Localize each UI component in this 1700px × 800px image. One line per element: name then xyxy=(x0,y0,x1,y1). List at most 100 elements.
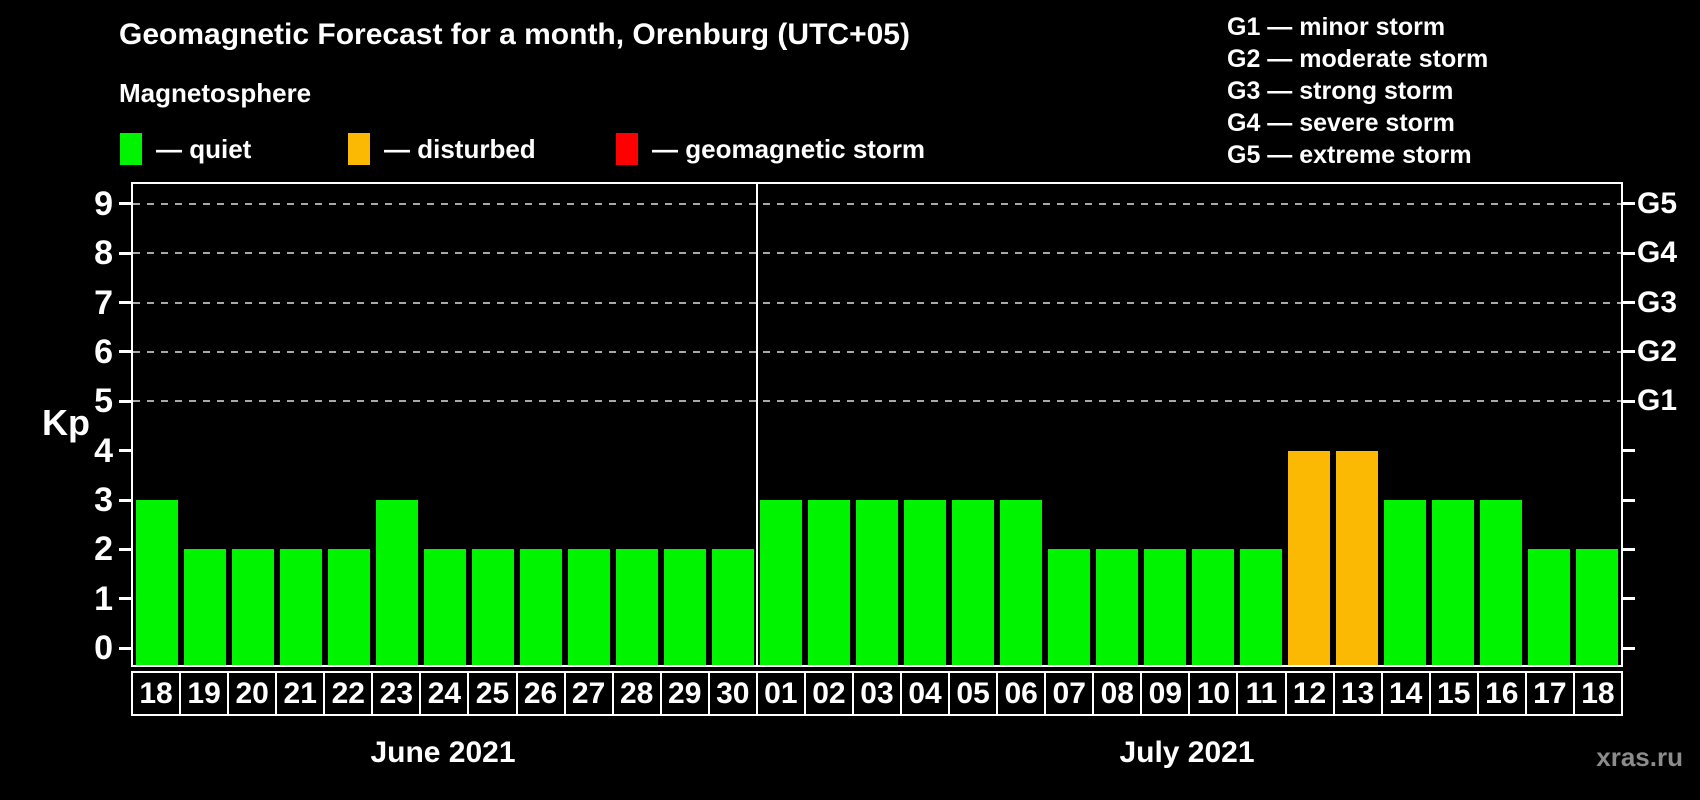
g-legend-line: G3 — strong storm xyxy=(1227,77,1454,105)
kp-bar xyxy=(376,500,418,665)
day-label: 06 xyxy=(996,671,1047,716)
day-label: 17 xyxy=(1524,671,1575,716)
day-label: 16 xyxy=(1476,671,1527,716)
day-label: 09 xyxy=(1140,671,1191,716)
g-legend-line: G2 — moderate storm xyxy=(1227,45,1489,73)
watermark: xras.ru xyxy=(1596,742,1683,772)
plot-area: 0 1 2 3 4 5 6 7 8 9 G1 G2 G3 G4 G5 xyxy=(94,182,1677,667)
kp-bar xyxy=(1000,500,1042,665)
kp-bar xyxy=(664,549,706,665)
g-legend-line: G4 — severe storm xyxy=(1227,109,1455,137)
day-label: 29 xyxy=(659,671,710,716)
y-axis-label: 8 xyxy=(94,234,113,273)
y-axis-label: 1 xyxy=(94,579,113,618)
kp-bar xyxy=(184,549,226,665)
day-label: 27 xyxy=(563,671,614,716)
kp-bar xyxy=(1288,450,1330,665)
day-label: 20 xyxy=(227,671,278,716)
y-tick-left xyxy=(119,251,131,255)
kp-bar xyxy=(712,549,754,665)
y-axis-label: 7 xyxy=(94,283,113,322)
y-tick-left xyxy=(119,547,131,551)
kp-bar xyxy=(280,549,322,665)
day-label: 18 xyxy=(1572,671,1623,716)
legend-item-disturbed: — disturbed xyxy=(348,131,536,167)
legend-swatch-quiet xyxy=(120,133,142,165)
kp-bar xyxy=(1480,500,1522,665)
y-tick-left xyxy=(119,449,131,453)
y-tick-left xyxy=(119,498,131,502)
day-label: 24 xyxy=(419,671,470,716)
kp-bar xyxy=(760,500,802,665)
day-label: 21 xyxy=(275,671,326,716)
kp-bar xyxy=(904,500,946,665)
day-label: 10 xyxy=(1188,671,1239,716)
day-label: 15 xyxy=(1428,671,1479,716)
y-tick-left xyxy=(119,646,131,650)
gridline-kp9 xyxy=(133,202,1621,205)
day-label: 28 xyxy=(611,671,662,716)
g-legend-line: G5 — extreme storm xyxy=(1227,141,1472,169)
day-label: 04 xyxy=(900,671,951,716)
y-axis-label: 6 xyxy=(94,332,113,371)
y-tick-right xyxy=(1623,449,1635,453)
g-scale-label-g4: G4 xyxy=(1637,236,1678,270)
magnetosphere-legend: — quiet — disturbed — geomagnetic storm xyxy=(120,131,1020,167)
kp-bar xyxy=(1336,450,1378,665)
kp-bar xyxy=(424,549,466,665)
kp-bar xyxy=(1432,500,1474,665)
y-tick-right xyxy=(1623,350,1635,354)
day-label: 03 xyxy=(851,671,902,716)
day-label: 25 xyxy=(467,671,518,716)
y-tick-left xyxy=(119,350,131,354)
kp-bar xyxy=(328,549,370,665)
y-axis-label: 2 xyxy=(94,530,113,569)
y-axis-label: 0 xyxy=(94,629,113,668)
month-separator xyxy=(756,184,758,665)
day-label: 11 xyxy=(1236,671,1287,716)
day-label: 02 xyxy=(803,671,854,716)
y-tick-left xyxy=(119,597,131,601)
kp-bar xyxy=(856,500,898,665)
chart-title: Geomagnetic Forecast for a month, Orenbu… xyxy=(119,18,910,51)
day-label: 19 xyxy=(179,671,230,716)
day-label: 18 xyxy=(131,671,182,716)
g-scale-label-g3: G3 xyxy=(1637,285,1678,319)
g-legend-line: G1 — minor storm xyxy=(1227,13,1446,41)
day-label: 22 xyxy=(323,671,374,716)
legend-label: — disturbed xyxy=(384,133,536,164)
kp-bar xyxy=(1144,549,1186,665)
legend-label: — quiet xyxy=(156,133,252,164)
y-tick-left xyxy=(119,202,131,206)
kp-bar xyxy=(472,549,514,665)
kp-bar xyxy=(1192,549,1234,665)
day-label: 05 xyxy=(948,671,999,716)
day-label: 26 xyxy=(515,671,566,716)
g-scale-legend: G1 — minor storm G2 — moderate storm G3 — … xyxy=(1227,11,1488,171)
kp-bar xyxy=(232,549,274,665)
day-label: 23 xyxy=(371,671,422,716)
y-tick-right xyxy=(1623,301,1635,305)
legend-label: — geomagnetic storm xyxy=(652,133,926,164)
y-tick-left xyxy=(119,301,131,305)
kp-bar xyxy=(616,549,658,665)
kp-bar xyxy=(520,549,562,665)
legend-swatch-disturbed xyxy=(348,133,370,165)
magnetosphere-subtitle: Magnetosphere xyxy=(119,78,312,108)
y-axis-label: 3 xyxy=(94,481,113,520)
kp-bar xyxy=(1048,549,1090,665)
kp-bar xyxy=(952,500,994,665)
kp-bar xyxy=(1240,549,1282,665)
day-label: 01 xyxy=(755,671,806,716)
y-tick-right xyxy=(1623,646,1635,650)
y-axis-title: Kp xyxy=(42,402,90,443)
gridline-kp5 xyxy=(133,400,1621,403)
day-label: 08 xyxy=(1092,671,1143,716)
kp-bar xyxy=(1384,500,1426,665)
y-tick-right xyxy=(1623,399,1635,403)
y-tick-right xyxy=(1623,547,1635,551)
y-axis-label: 9 xyxy=(94,184,113,223)
gridline-kp7 xyxy=(133,301,1621,304)
legend-item-storm: — geomagnetic storm xyxy=(616,131,925,167)
day-label: 07 xyxy=(1044,671,1095,716)
